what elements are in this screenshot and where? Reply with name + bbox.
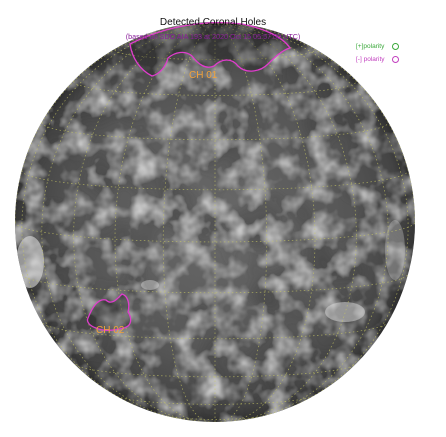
grid-latitude-line: [74, 363, 356, 378]
grid-longitude-line: [73, 22, 216, 422]
grid-longitude-line: [214, 22, 268, 422]
grid-latitude-line: [15, 221, 415, 243]
negative-polarity-circle-icon: [392, 56, 399, 63]
grid-longitude-line: [114, 22, 216, 422]
grid-latitude-line: [162, 29, 268, 36]
ch02-label: CH 02: [96, 325, 125, 336]
coronal-hole-ch02-contour: [86, 293, 132, 331]
grid-longitude-line: [214, 22, 415, 223]
bright-limb-regions: [16, 220, 405, 322]
grid-longitude-line: [214, 22, 316, 422]
grid-latitude-line: [114, 49, 316, 60]
coronal-hole-ch01-contour: [129, 22, 292, 77]
grid-longitude-line: [162, 22, 216, 422]
legend-positive-label: [+]polarity: [356, 43, 385, 50]
positive-polarity-circle-icon: [392, 43, 399, 50]
grid-latitude-line: [73, 81, 357, 96]
grid-longitude-line: [15, 22, 216, 223]
legend-negative-polarity: [-] polarity: [356, 53, 399, 66]
polarity-legend: [+]polarity [-] polarity: [356, 40, 399, 66]
grid-longitude-line: [41, 22, 216, 420]
figure-subtitle: (based on SDO AIA 193 at 2020 Oct 15 05:…: [125, 32, 301, 41]
legend-negative-label: [-] polarity: [356, 56, 385, 63]
ch01-label: CH 01: [189, 70, 218, 81]
grid-latitude-line: [117, 396, 313, 405]
grid-longitude-line: [214, 22, 389, 420]
figure-title: Detected Coronal Holes: [159, 17, 267, 28]
grid-longitude-line: [214, 22, 357, 422]
legend-positive-polarity: [+]polarity: [356, 40, 399, 53]
heliographic-grid: [15, 22, 415, 422]
